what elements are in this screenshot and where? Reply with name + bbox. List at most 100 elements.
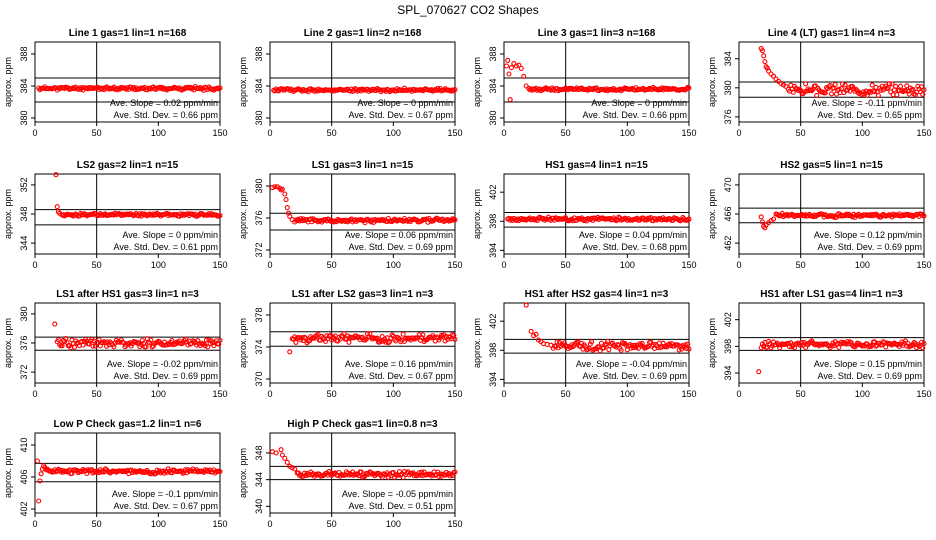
data-point [803,81,809,87]
data-point [353,333,359,339]
data-point [589,339,595,345]
data-point [686,85,692,91]
plot-frame [503,173,690,255]
panel-title: HS1 after HS2 gas=4 lin=1 n=3 [525,289,669,300]
y-tick-label: 376 [254,210,264,225]
data-point [378,338,384,344]
data-point [799,340,805,346]
plot-frame [269,41,456,123]
data-point [921,340,927,347]
x-tick-label: 100 [620,260,635,270]
y-tick-label: 402 [723,312,733,327]
data-point [762,59,768,65]
data-point [790,89,796,95]
data-point [503,63,510,69]
x-tick-label: 50 [92,519,102,529]
y-tick-label: 372 [254,242,264,257]
x-tick-label: 150 [916,260,931,270]
data-point [385,216,391,222]
x-tick-label: 150 [916,128,931,138]
data-point [358,469,364,475]
data-point [518,65,524,71]
y-tick-label: 378 [254,307,264,322]
data-point [777,345,783,351]
data-point [505,57,511,63]
panel-title: LS1 gas=3 lin=1 n=15 [312,160,414,171]
data-point [766,338,772,344]
panel-9: LS1 after HS1 gas=3 lin=1 n=3 approx. ppm… [3,289,228,399]
data-point [686,346,692,352]
data-point [289,465,295,471]
stddev-annotation: Ave. Std. Dev. = 0.68 ppm [583,242,687,252]
x-tick-label: 50 [92,260,102,270]
stddev-annotation: Ave. Std. Dev. = 0.69 ppm [349,242,453,252]
x-tick-label: 100 [151,519,166,529]
data-point [384,470,390,476]
data-point [205,344,211,350]
x-tick-label: 150 [212,519,227,529]
x-tick-label: 150 [447,389,462,399]
data-point [143,344,149,350]
data-point [542,217,548,223]
data-point [759,219,765,225]
data-point [96,337,102,343]
stddev-annotation: Ave. Std. Dev. = 0.65 ppm [818,110,922,120]
x-tick-label: 100 [855,128,870,138]
y-tick-label: 344 [254,472,264,487]
data-point [759,48,765,54]
data-point [909,343,915,349]
data-point [838,86,844,92]
data-point [886,81,893,87]
data-point [921,213,927,219]
data-point [507,97,513,103]
slope-annotation: Ave. Slope = -0.05 ppm/min [342,489,453,499]
data-point [38,471,44,477]
panel-title: HS2 gas=5 lin=1 n=15 [780,160,883,171]
x-tick-label: 50 [796,260,806,270]
x-tick-label: 50 [561,128,571,138]
y-tick-label: 384 [254,78,264,93]
panel-1: Line 1 gas=1 lin=1 n=168 approx. ppm 0 50 10… [3,28,228,138]
data-point [217,469,223,475]
panel-14: High P Check gas=1 lin=0.8 n=3 approx. pp… [238,419,463,529]
data-point [436,473,442,480]
data-point [452,217,458,223]
data-point [828,91,835,97]
stddev-annotation: Ave. Std. Dev. = 0.67 ppm [349,371,453,381]
y-tick-label: 398 [488,343,498,358]
x-tick-label: 0 [736,128,741,138]
y-tick-label: 384 [19,78,29,93]
data-point [147,340,153,346]
data-point [513,63,519,69]
panel-title: Line 4 (LT) gas=1 lin=4 n=3 [768,28,896,39]
y-axis-label: approx. ppm [238,189,248,239]
panel-6: LS1 gas=3 lin=1 n=15 approx. ppm 0 50 100 150… [238,160,463,270]
data-point [287,349,293,355]
x-tick-label: 0 [267,128,272,138]
data-point [827,82,833,89]
data-point [279,452,285,458]
data-point [36,498,42,504]
slope-annotation: Ave. Slope = -0.02 ppm/min [107,359,218,369]
data-point [57,210,63,216]
x-tick-label: 50 [327,519,337,529]
data-point [65,468,71,474]
data-point [683,346,690,352]
data-point [911,339,917,346]
slope-annotation: Ave. Slope = 0.16 ppm/min [345,359,453,369]
x-tick-label: 100 [151,128,166,138]
data-point [293,339,299,345]
x-tick-label: 50 [92,389,102,399]
slope-annotation: Ave. Slope = 0.04 ppm/min [579,230,687,240]
data-point [770,73,777,79]
data-point [914,345,920,351]
data-point [814,92,820,98]
data-point [523,83,529,89]
x-tick-label: 50 [796,128,806,138]
stddev-annotation: Ave. Std. Dev. = 0.66 ppm [583,110,687,120]
x-tick-label: 100 [386,389,401,399]
data-point [801,89,807,95]
data-point [279,186,285,192]
y-tick-label: 380 [488,110,498,125]
data-point [202,343,208,349]
